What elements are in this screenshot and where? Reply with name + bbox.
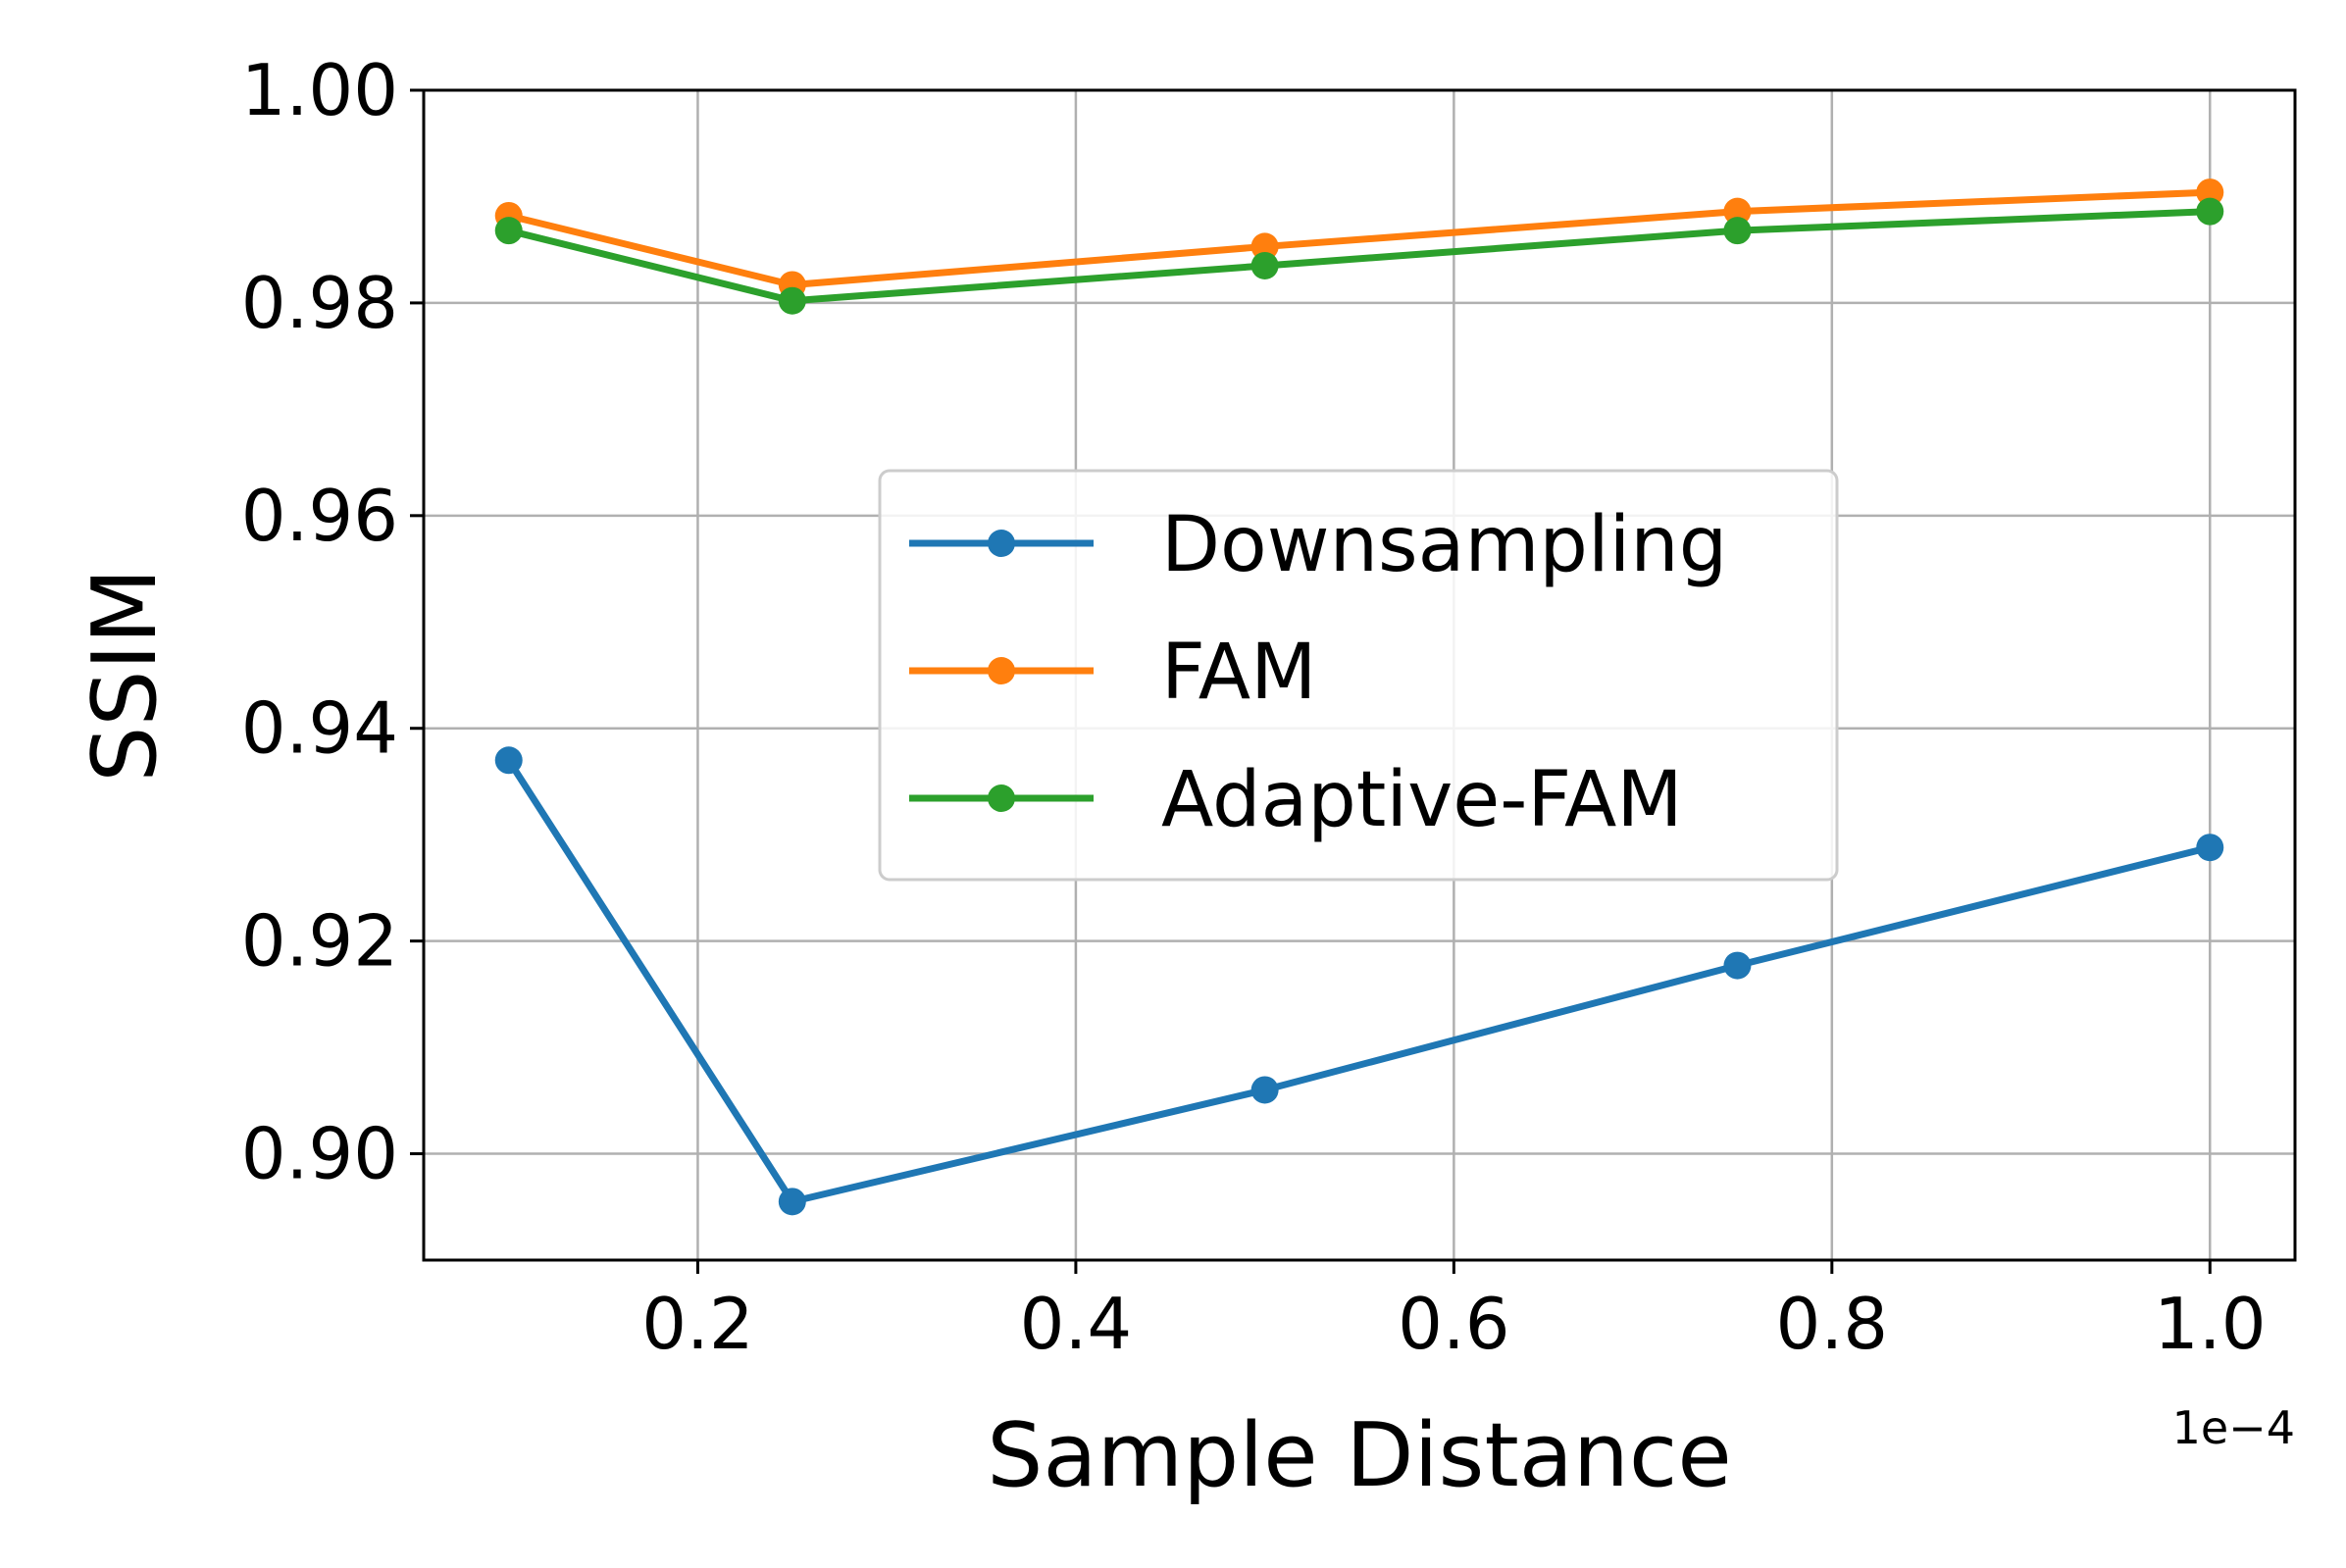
legend-label: FAM [1161, 629, 1316, 717]
series-fam [494, 178, 2224, 299]
data-point [2196, 834, 2224, 862]
series-adaptive-fam [494, 197, 2224, 315]
plot-frame [422, 88, 2297, 1262]
legend-item: Downsampling [909, 501, 1727, 589]
y-tick-label: 0.94 [241, 687, 398, 770]
legend-box [878, 469, 1839, 882]
data-point [1723, 197, 1752, 226]
data-point [2196, 197, 2224, 226]
legend-marker [988, 657, 1015, 684]
y-tick-label: 0.98 [241, 262, 398, 344]
ticks: 0.2 0.4 0.6 0.8 1.0 0.90 0.92 0.94 0.96 0.98 1.00 [241, 49, 2267, 1365]
data-point [778, 286, 806, 315]
y-tick-label: 0.90 [241, 1113, 398, 1195]
series-downsampling [494, 746, 2224, 1216]
legend-label: Downsampling [1161, 501, 1727, 589]
x-axis-title: Sample Distance [987, 1404, 1732, 1507]
data-point [2196, 178, 2224, 207]
y-tick-label: 1.00 [241, 49, 398, 131]
data-point [1250, 232, 1279, 261]
data-point [494, 217, 523, 245]
y-axis-title: SSIM [74, 568, 177, 782]
data-point [1723, 217, 1752, 245]
series-layer [494, 178, 2224, 1216]
legend-marker [988, 530, 1015, 557]
x-tick-label: 0.6 [1398, 1283, 1510, 1365]
data-point [1250, 1076, 1279, 1104]
x-tick-label: 0.2 [641, 1283, 754, 1365]
legend-item: FAM [909, 629, 1316, 717]
x-tick-label: 0.8 [1776, 1283, 1889, 1365]
x-tick-label: 1.0 [2154, 1283, 2267, 1365]
legend-item: Adaptive-FAM [909, 756, 1683, 844]
x-tick-label: 0.4 [1020, 1283, 1133, 1365]
y-tick-label: 0.96 [241, 475, 398, 557]
x-axis-offset-label: 1e−4 [2172, 1401, 2295, 1454]
legend-marker [988, 784, 1015, 812]
legend-label: Adaptive-FAM [1161, 756, 1683, 844]
y-tick-label: 0.92 [241, 900, 398, 983]
legend: Downsampling FAM Adaptive-FAM [878, 469, 1839, 882]
data-point [1723, 951, 1752, 980]
data-point [494, 746, 523, 775]
data-point [778, 1188, 806, 1216]
data-point [1250, 251, 1279, 279]
